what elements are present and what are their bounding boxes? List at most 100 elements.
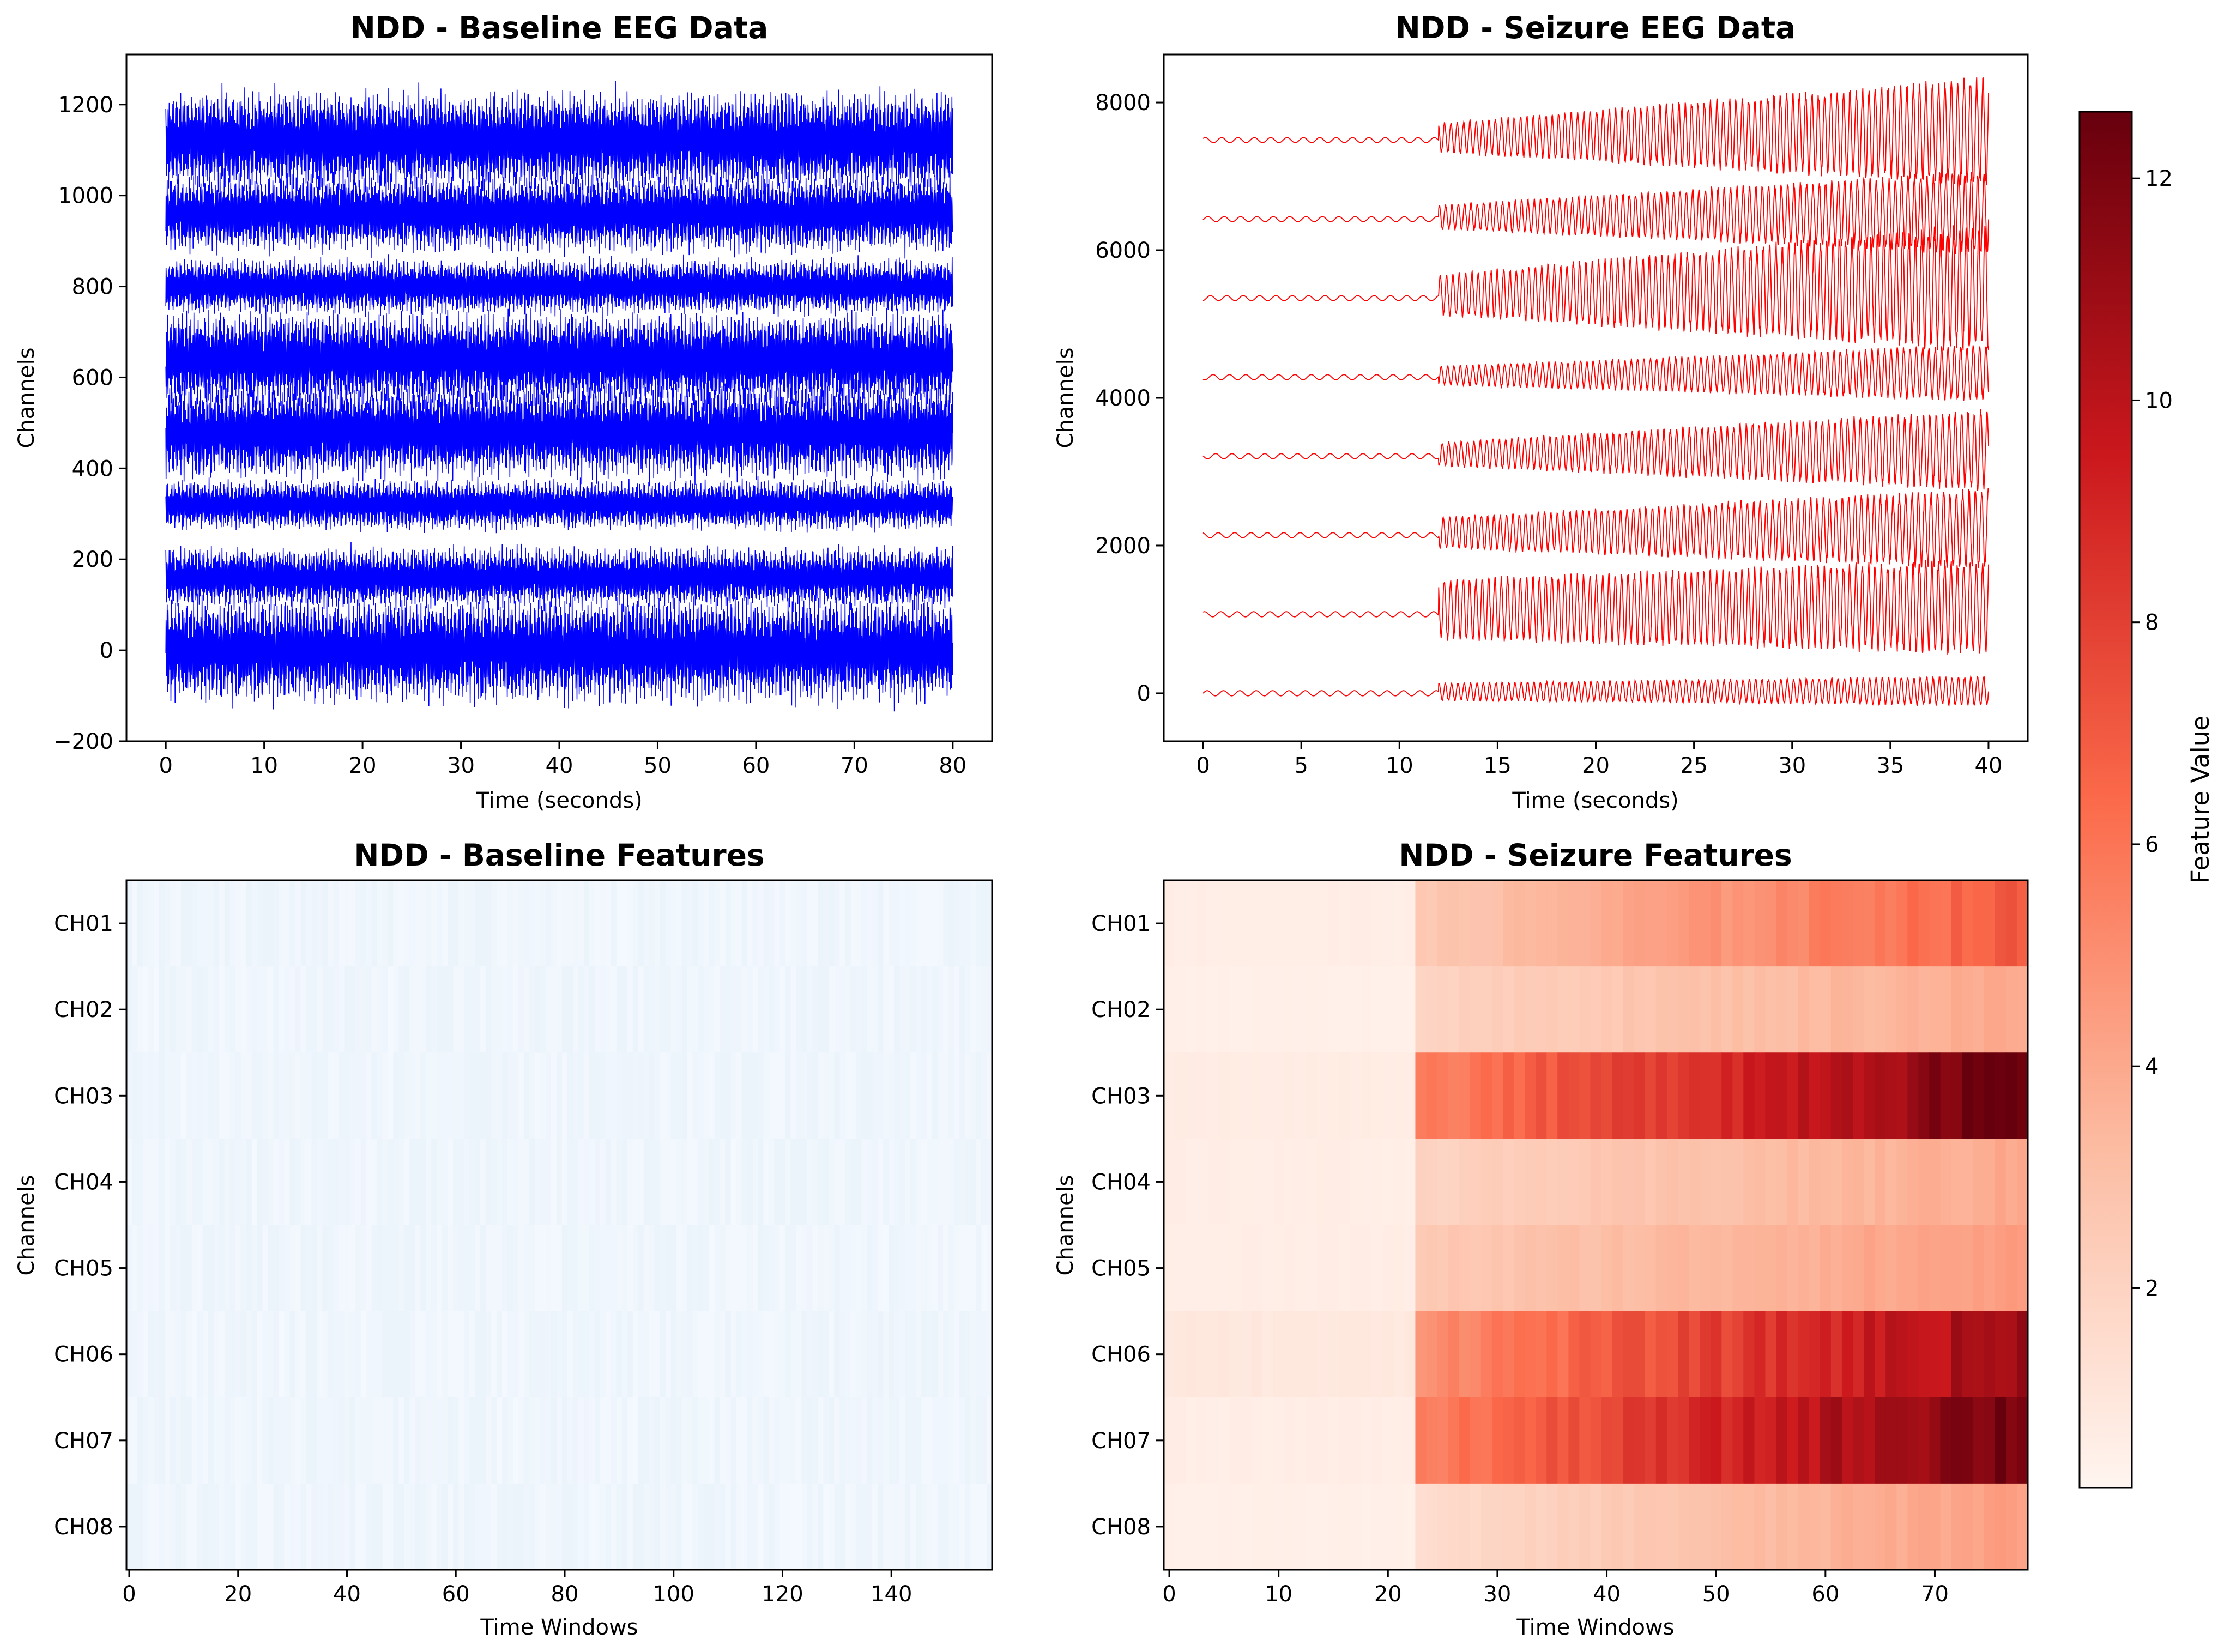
baseline-feature-cell xyxy=(872,1397,878,1484)
baseline-feature-cell xyxy=(709,880,715,967)
baseline-feature-cell xyxy=(431,1139,437,1226)
seizure-feature-cell xyxy=(1546,880,1558,967)
baseline-eeg-x-tick-label: 80 xyxy=(939,753,966,778)
seizure-feature-cell xyxy=(1820,1225,1832,1312)
baseline-feature-cell xyxy=(393,966,399,1053)
baseline-feature-cell xyxy=(529,1139,535,1226)
baseline-feature-cell xyxy=(448,1052,454,1139)
baseline-feature-cell xyxy=(643,1225,650,1312)
baseline-feature-cell xyxy=(240,966,247,1053)
baseline-feature-cell xyxy=(725,1225,732,1312)
baseline-feature-cell xyxy=(856,1225,862,1312)
baseline-feature-cell xyxy=(752,1311,759,1398)
baseline-feature-cell xyxy=(747,1397,753,1484)
baseline-feature-cell xyxy=(621,1139,628,1226)
baseline-feature-cell xyxy=(126,1483,132,1570)
baseline-feature-cell xyxy=(458,1311,464,1398)
baseline-feature-cell xyxy=(469,1139,475,1226)
baseline-feature-cell xyxy=(910,1052,916,1139)
baseline-feature-cell xyxy=(894,1225,900,1312)
baseline-feature-cell xyxy=(229,1052,236,1139)
baseline-feature-cell xyxy=(894,1139,900,1226)
seizure-feature-cell xyxy=(1306,1225,1318,1312)
seizure-feature-cell xyxy=(1995,1397,2007,1484)
seizure-feature-cell xyxy=(1186,966,1197,1053)
seizure-feature-cell xyxy=(1426,1483,1438,1570)
seizure-features-x-tick-label: 70 xyxy=(1921,1582,1949,1607)
baseline-feature-cell xyxy=(529,1483,535,1570)
baseline-feature-cell xyxy=(377,1397,383,1484)
seizure-feature-cell xyxy=(1207,1225,1219,1312)
baseline-feature-cell xyxy=(507,1483,513,1570)
baseline-feature-cell xyxy=(148,966,154,1053)
baseline-feature-cell xyxy=(213,1052,220,1139)
baseline-feature-cell xyxy=(360,1311,367,1398)
baseline-feature-cell xyxy=(295,1311,301,1398)
colorbar-tick-label: 4 xyxy=(2145,1054,2159,1079)
baseline-feature-cell xyxy=(322,1052,329,1139)
baseline-feature-cell xyxy=(268,1397,274,1484)
baseline-feature-cell xyxy=(703,1311,710,1398)
seizure-feature-cell xyxy=(1568,880,1580,967)
baseline-feature-cell xyxy=(382,966,388,1053)
baseline-feature-cell xyxy=(186,1225,192,1312)
baseline-feature-cell xyxy=(839,1311,845,1398)
baseline-feature-cell xyxy=(311,1311,318,1398)
baseline-feature-cell xyxy=(611,880,617,967)
baseline-feature-cell xyxy=(306,966,312,1053)
baseline-feature-cell xyxy=(589,1483,595,1570)
baseline-feature-cell xyxy=(349,966,356,1053)
seizure-feature-cell xyxy=(1327,1052,1339,1139)
baseline-feature-cell xyxy=(905,1052,911,1139)
baseline-feature-cell xyxy=(861,880,867,967)
baseline-feature-cell xyxy=(142,880,149,967)
baseline-feature-cell xyxy=(812,880,819,967)
baseline-feature-cell xyxy=(453,880,459,967)
seizure-feature-cell xyxy=(1875,1225,1886,1312)
seizure-feature-cell xyxy=(1491,1483,1503,1570)
baseline-feature-cell xyxy=(883,1397,889,1484)
baseline-feature-cell xyxy=(453,1139,459,1226)
baseline-feature-cell xyxy=(976,1483,982,1570)
baseline-feature-cell xyxy=(970,1225,976,1312)
baseline-feature-cell xyxy=(437,1139,443,1226)
seizure-feature-cell xyxy=(1546,1225,1558,1312)
baseline-feature-cell xyxy=(741,1397,748,1484)
seizure-eeg-channel-trace xyxy=(1202,560,1989,655)
baseline-feature-cell xyxy=(164,1483,171,1570)
baseline-feature-cell xyxy=(202,1052,209,1139)
baseline-feature-cell xyxy=(224,966,231,1053)
baseline-feature-cell xyxy=(649,1225,655,1312)
baseline-feature-cell xyxy=(333,880,340,967)
baseline-feature-cell xyxy=(317,1139,323,1226)
baseline-feature-cell xyxy=(616,1139,623,1226)
baseline-feature-cell xyxy=(981,1483,987,1570)
baseline-feature-cell xyxy=(507,1311,513,1398)
baseline-eeg-channel-trace xyxy=(165,254,953,317)
baseline-feature-cell xyxy=(752,1225,759,1312)
baseline-feature-cell xyxy=(583,1397,590,1484)
baseline-feature-cell xyxy=(758,1139,764,1226)
baseline-feature-cell xyxy=(943,1397,949,1484)
baseline-feature-cell xyxy=(273,1225,280,1312)
seizure-feature-cell xyxy=(1240,1225,1252,1312)
seizure-feature-cell xyxy=(2016,1139,2028,1226)
baseline-feature-cell xyxy=(611,966,617,1053)
baseline-feature-cell xyxy=(818,1139,824,1226)
baseline-feature-cell xyxy=(801,1483,808,1570)
seizure-feature-cell xyxy=(1754,1483,1766,1570)
seizure-feature-cell xyxy=(1437,1225,1449,1312)
baseline-feature-cell xyxy=(295,1225,301,1312)
panel-seizure-eeg: NDD - Seizure EEG Data 0 5 10 15 20 25 30 35 40 … xyxy=(1053,10,2029,813)
baseline-feature-cell xyxy=(170,880,176,967)
baseline-feature-cell xyxy=(229,1397,236,1484)
baseline-feature-cell xyxy=(131,1397,138,1484)
seizure-feature-cell xyxy=(1448,966,1460,1053)
baseline-feature-cell xyxy=(959,1311,965,1398)
baseline-feature-cell xyxy=(654,1052,661,1139)
baseline-feature-cell xyxy=(486,1052,492,1139)
baseline-feature-cell xyxy=(317,1225,323,1312)
baseline-feature-cell xyxy=(431,1311,437,1398)
baseline-feature-cell xyxy=(507,880,513,967)
baseline-feature-cell xyxy=(861,1052,867,1139)
